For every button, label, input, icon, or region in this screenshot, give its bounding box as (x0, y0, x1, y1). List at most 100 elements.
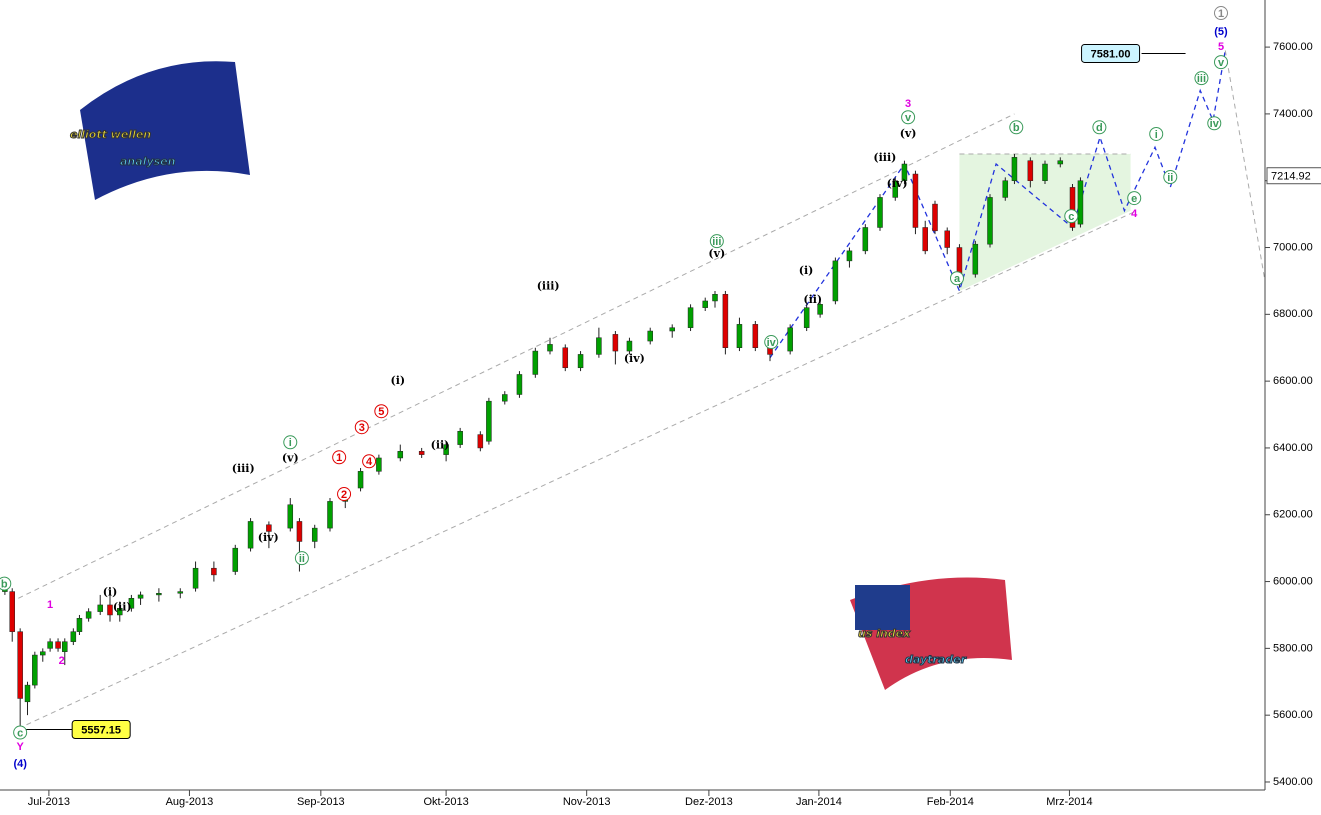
wave-circle (1149, 126, 1164, 141)
wave-label: d (1096, 122, 1103, 134)
candle-body (40, 651, 46, 656)
candle-body (1042, 163, 1048, 181)
candle-body (846, 250, 853, 262)
wave-line (18, 113, 1015, 599)
x-tick-label: Feb-2014 (927, 796, 974, 808)
logo-text: us index (858, 627, 911, 640)
wave-label: 1 (47, 599, 53, 611)
wave-circle (354, 420, 369, 435)
candle-body (70, 631, 77, 642)
logo-text: analysen (120, 155, 176, 168)
wave-label: iii (1197, 73, 1206, 85)
candle-body (1027, 160, 1034, 181)
wave-line (1224, 50, 1266, 282)
candle-body (55, 641, 61, 649)
wave-label: iv (1210, 118, 1220, 130)
price-label: 5557.15 (81, 724, 121, 736)
wave-line (18, 210, 1137, 729)
candle-body (443, 444, 449, 455)
x-tick-label: Mrz-2014 (1046, 796, 1092, 808)
wave-label: 2 (59, 655, 65, 667)
x-tick-label: Nov-2013 (563, 796, 611, 808)
candle-body (477, 434, 484, 449)
wave-circle (901, 110, 916, 125)
candle-body (1002, 180, 1009, 198)
wave-label: (v) (900, 127, 917, 140)
wave-circle (1214, 55, 1228, 70)
wave-label: iii (712, 236, 721, 248)
candle-body (287, 504, 294, 529)
candle-body (486, 400, 492, 442)
candle-body (1069, 187, 1076, 228)
wave-label: ii (1167, 172, 1173, 184)
y-tick-label: 7000.00 (1273, 241, 1313, 253)
candle-body (177, 591, 184, 594)
candle-body (647, 330, 653, 342)
candle-body (211, 567, 217, 576)
logo-text: daytrader (905, 653, 967, 666)
wave-circle (332, 450, 347, 465)
candle-body (327, 501, 333, 529)
wave-label: (i) (799, 264, 814, 277)
last-price-box (1266, 167, 1321, 185)
candle-body (956, 247, 963, 275)
eu-flag (80, 61, 250, 200)
wave-circle (1163, 170, 1178, 185)
wave-circle (0, 576, 12, 591)
wave-label: 5 (1218, 41, 1224, 53)
price-box (1081, 43, 1141, 63)
candle-body (17, 631, 23, 699)
wave-circle (294, 551, 309, 566)
price-label: 7581.00 (1091, 48, 1131, 60)
candle-body (877, 197, 883, 228)
candle-body (247, 521, 254, 549)
x-tick-label: Jan-2014 (796, 796, 842, 808)
wave-label: 2 (341, 489, 347, 501)
candle-body (516, 374, 523, 395)
candle-body (376, 457, 382, 472)
candle-body (932, 203, 938, 232)
wave-label: 4 (366, 456, 373, 468)
candle-body (577, 354, 584, 369)
logo-usindex: us index daytrader (850, 577, 1012, 690)
candle-body (736, 324, 743, 348)
wave-label: 4 (1131, 208, 1138, 220)
wave-circle (1127, 191, 1142, 206)
wave-label: (i) (391, 374, 406, 387)
wave-circle (1214, 6, 1228, 21)
wave-label: Y (16, 741, 24, 753)
wave-label: a (954, 273, 961, 285)
candle-body (817, 304, 823, 315)
wave-line (769, 50, 1226, 359)
wave-label: 5 (378, 406, 384, 418)
last-price-label: 7214.92 (1271, 171, 1311, 183)
candle-body (266, 524, 272, 532)
candle-body (944, 230, 950, 248)
candle-body (397, 451, 404, 459)
wave-circle (1092, 120, 1107, 135)
wave-label: (ii) (113, 600, 132, 613)
candle-body (128, 598, 135, 609)
candle-body (311, 527, 318, 542)
wave-label: b (1, 578, 8, 590)
logo-elliott: elliott wellen analysen (70, 61, 250, 200)
price-box (71, 719, 131, 739)
x-tick-label: Dez-2013 (685, 796, 733, 808)
wave-label: (v) (708, 247, 725, 260)
x-tick-label: Jul-2013 (28, 796, 70, 808)
wave-label: 3 (359, 422, 365, 434)
wave-label: (4) (13, 758, 27, 770)
y-tick-label: 7400.00 (1273, 108, 1313, 120)
wave-label: (iii) (873, 151, 896, 164)
candle-body (562, 347, 569, 369)
candle-body (117, 608, 123, 616)
wave-label: v (1218, 57, 1225, 69)
wave-label: (iv) (887, 177, 908, 190)
candle-body (532, 350, 539, 375)
candle-body (97, 604, 103, 612)
wave-circle (1194, 71, 1209, 86)
candle-body (612, 334, 619, 352)
y-tick-label: 6600.00 (1273, 375, 1313, 387)
wave-circle (337, 487, 352, 502)
wave-label: (iii) (232, 462, 255, 475)
